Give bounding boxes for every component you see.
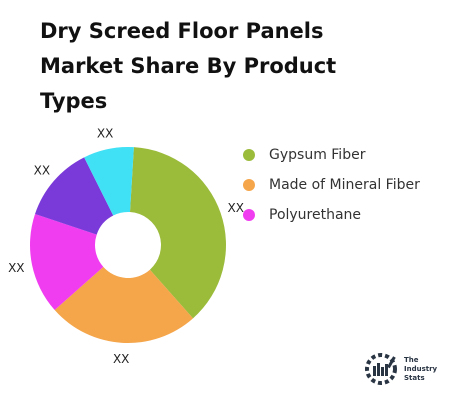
legend-label: Gypsum Fiber — [269, 147, 366, 163]
legend-marker — [243, 209, 255, 221]
legend-item-gypsum-fiber: Gypsum Fiber — [243, 140, 420, 170]
logo-wordmark: The Industry Stats — [404, 356, 437, 383]
slice-data-label: XX — [97, 126, 113, 140]
chart-legend: Gypsum Fiber Made of Mineral Fiber Polyu… — [243, 140, 420, 230]
pie-slice-4 — [35, 157, 114, 235]
legend-item-mineral-fiber: Made of Mineral Fiber — [243, 170, 420, 200]
brand-logo: The Industry Stats — [364, 352, 437, 386]
factory-gear-icon — [365, 353, 397, 385]
logo-line-3: Stats — [404, 373, 425, 382]
slice-data-label: XX — [34, 163, 50, 177]
chart-slices — [29, 147, 226, 343]
pie-slice-1 — [129, 147, 226, 319]
pie-slice-3 — [29, 214, 104, 311]
slice-data-label: XX — [8, 261, 24, 275]
chart-title: Dry Screed Floor Panels Market Share By … — [40, 19, 337, 113]
pie-slice-2 — [54, 266, 194, 343]
logo-line-2: Industry — [404, 364, 438, 373]
slice-data-label: XX — [228, 201, 244, 215]
slice-data-label: XX — [113, 352, 129, 366]
donut-chart: XX XX XX XX XX — [8, 126, 244, 365]
legend-label: Polyurethane — [269, 207, 362, 223]
legend-item-polyurethane: Polyurethane — [243, 200, 420, 230]
legend-label: Made of Mineral Fiber — [269, 177, 420, 193]
legend-marker — [243, 149, 255, 161]
pie-slice-5 — [84, 147, 134, 216]
chart-data-labels: XX XX XX XX XX — [8, 126, 244, 365]
logo-line-1: The — [404, 355, 419, 364]
legend-marker — [243, 179, 255, 191]
